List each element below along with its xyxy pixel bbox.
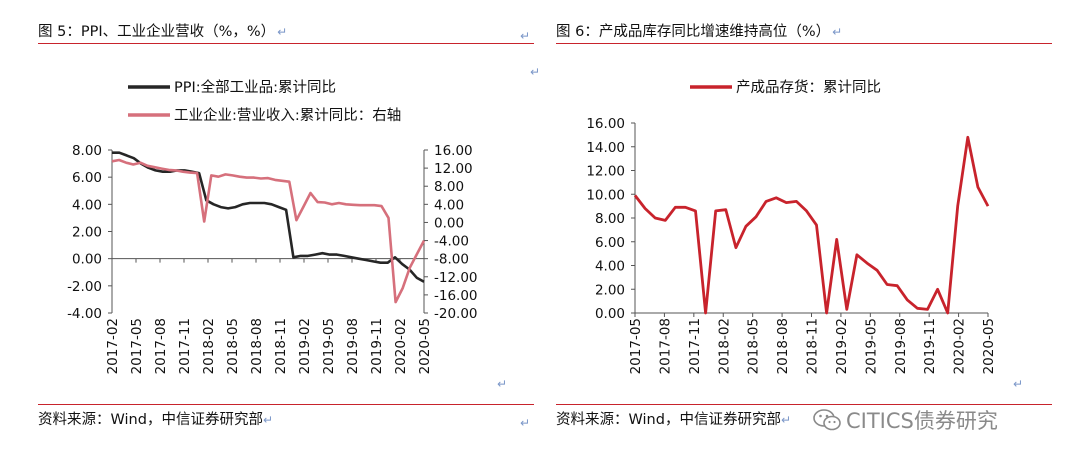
right-y-tick-label: 8.00 bbox=[434, 179, 464, 195]
x-tick-label: 2020-02 bbox=[393, 318, 409, 374]
x-tick-label: 2017-11 bbox=[687, 318, 703, 374]
right-y-tick-label: -16.00 bbox=[434, 288, 478, 304]
return-arrow-icon: ↵ bbox=[497, 377, 508, 391]
x-tick-label: 2019-11 bbox=[922, 318, 938, 374]
x-tick-label: 2017-05 bbox=[628, 318, 644, 374]
watermark: CITICS债券研究 bbox=[812, 408, 998, 434]
right-y-tick-label: 16.00 bbox=[434, 143, 473, 159]
left-y-tick-label: 6.00 bbox=[72, 170, 102, 186]
y-tick-label: 4.00 bbox=[595, 259, 625, 275]
right-chart: 16.00 14.00 12.00 10.00 8.00 6.00 4.00 2.00 0.00… bbox=[586, 79, 997, 374]
x-tick-label: 2017-08 bbox=[657, 318, 673, 374]
y-tick-label: 14.00 bbox=[586, 140, 625, 156]
x-tick-label: 2019-02 bbox=[297, 318, 313, 374]
right-y-tick-label: 4.00 bbox=[434, 197, 464, 213]
return-arrow-icon: ↵ bbox=[277, 25, 288, 39]
right-source-note: 资料来源：Wind，中信证券研究部↵ bbox=[556, 412, 792, 428]
return-arrow-icon: ↵ bbox=[520, 29, 531, 43]
x-tick-label: 2017-08 bbox=[153, 318, 169, 374]
right-source-rule bbox=[556, 404, 1052, 405]
y-tick-label: 10.00 bbox=[586, 187, 625, 203]
y-tick-label: 2.00 bbox=[595, 282, 625, 298]
y-tick-label: 16.00 bbox=[586, 116, 625, 132]
x-tick-label: 2019-02 bbox=[834, 318, 850, 374]
return-arrow-icon: ↵ bbox=[262, 413, 274, 427]
x-tick-label: 2018-02 bbox=[716, 318, 732, 374]
ppi-series-line bbox=[112, 151, 425, 283]
x-tick-label: 2019-08 bbox=[893, 318, 909, 374]
left-y-tick-label: 0.00 bbox=[72, 252, 102, 268]
left-y-tick-label: -2.00 bbox=[67, 279, 102, 295]
x-tick-label: 2017-11 bbox=[177, 318, 193, 374]
right-title-rule bbox=[556, 43, 1052, 44]
right-y-tick-label: -12.00 bbox=[434, 270, 478, 286]
x-tick-label: 2018-08 bbox=[775, 318, 791, 374]
x-tick-label: 2018-11 bbox=[273, 318, 289, 374]
x-tick-label: 2018-02 bbox=[201, 318, 217, 374]
legend-label-inventory: 产成品存货：累计同比 bbox=[736, 79, 881, 96]
return-arrow-icon: ↵ bbox=[780, 413, 792, 427]
return-arrow-icon: ↵ bbox=[530, 65, 541, 79]
return-arrow-icon: ↵ bbox=[1013, 377, 1024, 391]
right-y-tick-label: -4.00 bbox=[434, 234, 469, 250]
left-title-rule bbox=[38, 43, 534, 44]
left-source-rule bbox=[38, 404, 534, 405]
wechat-icon bbox=[813, 409, 841, 431]
y-tick-label: 6.00 bbox=[595, 235, 625, 251]
right-y-tick-label: -20.00 bbox=[434, 306, 478, 322]
legend-label-revenue: 工业企业:营业收入:累计同比：右轴 bbox=[174, 106, 401, 124]
left-y-tick-label: -4.00 bbox=[67, 306, 102, 322]
left-figure-title: 图 5：PPI、工业企业营收（%，%） ↵ bbox=[38, 24, 288, 40]
y-tick-label: 8.00 bbox=[595, 211, 625, 227]
x-tick-label: 2019-05 bbox=[863, 318, 879, 374]
inventory-series-line bbox=[633, 135, 990, 315]
x-tick-label: 2018-11 bbox=[805, 318, 821, 374]
return-arrow-icon: ↵ bbox=[520, 416, 531, 430]
revenue-series-line bbox=[111, 158, 426, 304]
legend-label-ppi: PPI:全部工业品:累计同比 bbox=[174, 78, 336, 96]
x-tick-label: 2017-05 bbox=[129, 318, 145, 374]
x-tick-label: 2019-11 bbox=[369, 318, 385, 374]
x-tick-label: 2018-05 bbox=[225, 318, 241, 374]
y-tick-label: 0.00 bbox=[595, 306, 625, 322]
left-y-tick-label: 8.00 bbox=[72, 143, 102, 159]
left-chart: 8.00 6.00 4.00 2.00 0.00 -2.00 -4.00 16.00 12.00… bbox=[67, 78, 477, 374]
right-figure-title: 图 6：产成品库存同比增速维持高位（%） ↵ bbox=[556, 24, 843, 40]
right-y-tick-label: -8.00 bbox=[434, 252, 469, 268]
x-tick-label: 2017-02 bbox=[105, 318, 121, 374]
left-source-note: 资料来源：Wind，中信证券研究部↵ bbox=[38, 412, 274, 428]
x-tick-label: 2020-05 bbox=[417, 318, 433, 374]
right-y-tick-label: 12.00 bbox=[434, 161, 473, 177]
x-tick-label: 2018-05 bbox=[746, 318, 762, 374]
right-y-tick-label: 0.00 bbox=[434, 215, 464, 231]
return-arrow-icon: ↵ bbox=[832, 25, 843, 39]
left-y-tick-label: 2.00 bbox=[72, 225, 102, 241]
left-y-tick-label: 4.00 bbox=[72, 197, 102, 213]
x-tick-label: 2020-05 bbox=[981, 318, 997, 374]
x-tick-label: 2018-08 bbox=[249, 318, 265, 374]
x-tick-label: 2020-02 bbox=[952, 318, 968, 374]
x-tick-label: 2019-05 bbox=[321, 318, 337, 374]
x-tick-label: 2019-08 bbox=[345, 318, 361, 374]
y-tick-label: 12.00 bbox=[586, 164, 625, 180]
